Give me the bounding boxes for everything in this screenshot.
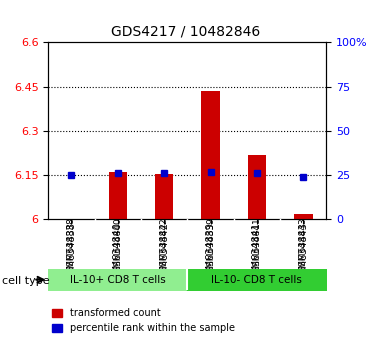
Text: IL-10- CD8 T cells: IL-10- CD8 T cells xyxy=(211,275,302,285)
Text: cell type: cell type xyxy=(2,276,49,286)
Text: GSM634839: GSM634839 xyxy=(206,217,215,272)
Text: GSM634840: GSM634840 xyxy=(113,217,122,272)
Text: GSM634842: GSM634842 xyxy=(159,222,169,281)
Text: GSM634841: GSM634841 xyxy=(252,217,262,272)
Text: GDS4217 / 10482846: GDS4217 / 10482846 xyxy=(111,25,260,39)
Text: GSM634838: GSM634838 xyxy=(67,217,76,272)
Bar xyxy=(201,91,220,219)
Text: GSM634840: GSM634840 xyxy=(113,222,123,281)
Text: GSM634838: GSM634838 xyxy=(66,222,76,281)
Bar xyxy=(294,213,312,219)
Bar xyxy=(155,174,174,219)
Text: GSM634842: GSM634842 xyxy=(160,217,169,272)
Text: GSM634843: GSM634843 xyxy=(299,217,308,272)
Text: GSM634839: GSM634839 xyxy=(206,222,216,281)
Legend: transformed count, percentile rank within the sample: transformed count, percentile rank withi… xyxy=(48,304,239,337)
Text: GSM634841: GSM634841 xyxy=(252,222,262,281)
Bar xyxy=(109,172,127,219)
Bar xyxy=(248,155,266,219)
Text: GSM634843: GSM634843 xyxy=(298,222,308,281)
Text: IL-10+ CD8 T cells: IL-10+ CD8 T cells xyxy=(70,275,166,285)
